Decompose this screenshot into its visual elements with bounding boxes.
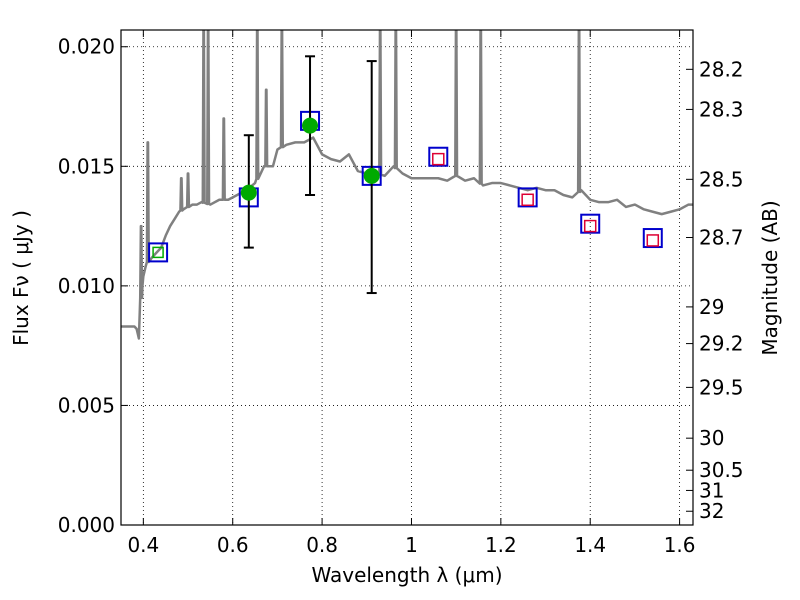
predicted-photometry-marker — [583, 219, 597, 233]
mag-tick-label: 29.5 — [699, 375, 744, 399]
y-tick-label: 0.000 — [58, 513, 115, 537]
mag-tick-label: 28.3 — [699, 97, 744, 121]
predicted-photometry-marker — [432, 152, 445, 166]
upper-limit-marker — [152, 246, 164, 259]
y-tick-label: 0.005 — [58, 393, 115, 417]
observed-photometry-point — [240, 184, 257, 201]
model-photometry-box — [580, 213, 601, 234]
plot-area — [121, 30, 693, 340]
x-tick-label: 0.4 — [127, 533, 159, 557]
mag-tick-label: 28.2 — [699, 57, 744, 81]
mag-tick-label: 28.5 — [699, 167, 744, 191]
mag-tick-label: 32 — [699, 499, 724, 523]
model-photometry-box — [517, 187, 538, 208]
mag-tick-label: 29 — [699, 295, 724, 319]
x-tick-label: 0.6 — [217, 533, 249, 557]
x-tick-label: 1.4 — [574, 533, 606, 557]
y-tick-label: 0.015 — [58, 154, 115, 178]
y-axis-label: Flux Fν ( μJy ) — [9, 210, 33, 346]
mag-tick-label: 28.7 — [699, 225, 744, 249]
mag-tick-label: 30 — [699, 426, 724, 450]
x-tick-label: 0.8 — [306, 533, 338, 557]
plot-frame — [120, 29, 694, 526]
x-tick-label: 1 — [405, 533, 418, 557]
x-tick-label: 1.6 — [664, 533, 696, 557]
x-axis-label: Wavelength λ (μm) — [311, 563, 502, 587]
observed-photometry-point — [363, 167, 380, 184]
y-tick-label: 0.020 — [58, 35, 115, 59]
model-spectrum-line — [121, 30, 693, 340]
predicted-photometry-marker — [521, 193, 534, 207]
right-axis-label: Magnitude (AB) — [758, 200, 782, 355]
axis-ticks: 0.4 0.6 0.8 1 1.2 1.4 1.6 0.000 0.005 0.010 0.015 0… — [58, 30, 744, 557]
mag-tick-label: 29.2 — [699, 332, 744, 356]
model-photometry-box — [428, 146, 449, 167]
mag-tick-label: 31 — [699, 478, 724, 502]
mag-tick-label: 30.5 — [699, 458, 744, 482]
observed-photometry-point — [302, 117, 319, 134]
y-tick-label: 0.010 — [58, 274, 115, 298]
model-photometry-box — [642, 228, 663, 249]
predicted-photometry-marker — [646, 234, 660, 247]
model-photometry-box — [148, 242, 169, 263]
x-tick-label: 1.2 — [485, 533, 517, 557]
